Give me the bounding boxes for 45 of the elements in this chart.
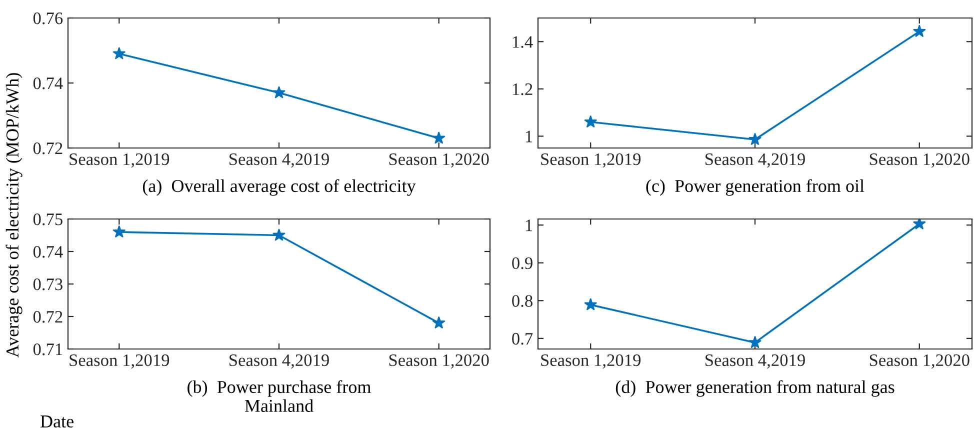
x-tick-label: Season 4,2019 <box>230 153 329 168</box>
y-tick-label: 0.72 <box>33 142 62 154</box>
x-tick-label: Season 1,2020 <box>389 354 489 369</box>
y-tick-label: 0.76 <box>33 12 63 24</box>
x-tick-label: Season 4,2019 <box>706 153 805 168</box>
y-tick-label: 0.7 <box>512 332 533 345</box>
text: (d) Power generation from natural gas <box>616 380 894 397</box>
point <box>912 219 926 230</box>
y-tick-label: 0.9 <box>512 257 532 270</box>
point <box>912 24 926 38</box>
y-tick-label: 1 <box>526 130 532 142</box>
y-tick-label: 1.4 <box>512 36 533 48</box>
point <box>432 131 446 144</box>
x-tick-label: Season 1,2020 <box>870 354 970 369</box>
x-tick-label: Season 1,2019 <box>70 354 170 369</box>
x-tick-label: Season 1,2019 <box>541 153 641 168</box>
point <box>584 115 598 128</box>
y-tick-label: 1 <box>526 220 532 232</box>
x-tick-label: Season 4,2019 <box>230 354 329 369</box>
x-axis-title: Date <box>40 416 74 428</box>
point <box>748 336 762 348</box>
y-tick-label: 0.73 <box>33 278 62 290</box>
x-tick-label: Season 1,2019 <box>541 354 641 369</box>
y-tick-label: 0.75 <box>33 213 62 226</box>
y-tick-label: 0.74 <box>33 77 63 90</box>
text: (b) Power purchase from Mainland <box>188 380 371 412</box>
point <box>272 228 286 241</box>
point <box>272 86 286 98</box>
y-tick-label: 0.71 <box>33 343 62 356</box>
point <box>112 46 126 60</box>
text: (c) Power generation from oil <box>646 179 864 196</box>
x-tick-label: Season 1,2019 <box>70 153 170 168</box>
x-tick-label: Season 4,2019 <box>706 354 805 369</box>
point <box>112 225 126 238</box>
point <box>748 132 762 146</box>
text: (a) Overall average cost of electricity <box>142 179 416 196</box>
point <box>432 316 446 329</box>
y-tick-label: 0.8 <box>512 295 532 307</box>
y-axis-title: Average cost of electricity (MOP/kWh) <box>6 73 22 358</box>
x-tick-label: Season 1,2020 <box>870 153 970 168</box>
point <box>584 298 598 310</box>
y-tick-label: 1.2 <box>512 83 532 96</box>
x-tick-label: Season 1,2020 <box>389 153 489 168</box>
y-tick-label: 0.74 <box>33 246 63 258</box>
y-tick-label: 0.72 <box>33 310 62 323</box>
